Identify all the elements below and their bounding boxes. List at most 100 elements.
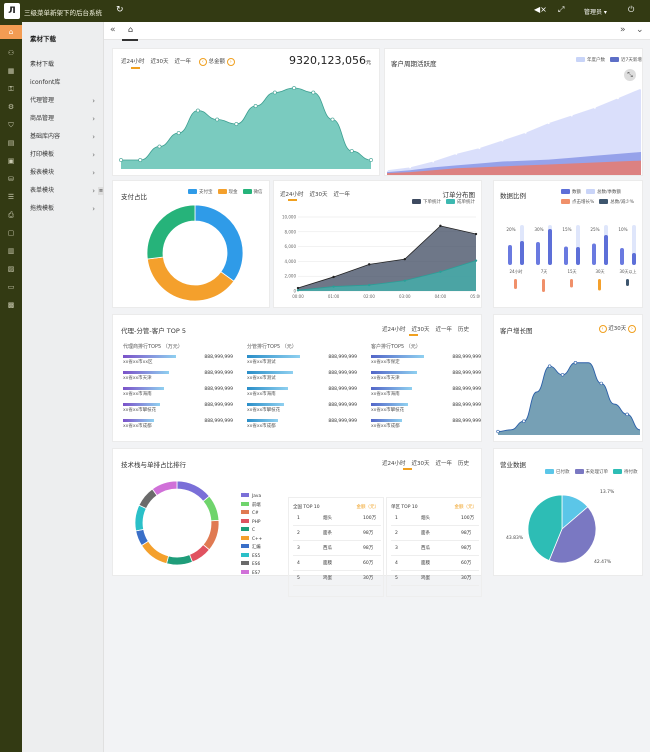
cycle-point	[570, 114, 573, 117]
mute-icon[interactable]: ◀×	[534, 5, 547, 14]
tabs-next-icon[interactable]: »	[620, 25, 626, 35]
ratio-bar	[548, 229, 552, 265]
rank-switches: 近24小时 近30天 近一年 历史	[382, 325, 475, 333]
cycle-point	[593, 106, 596, 109]
x-tick-label: 05:00	[470, 294, 480, 299]
home-tab-icon[interactable]: ⌂	[128, 25, 134, 34]
key-icon[interactable]: ⚿	[8, 85, 14, 93]
growth-point	[573, 361, 578, 365]
rank-item: xx省xx市海南 888,999,999	[123, 387, 233, 401]
growth-area	[498, 362, 640, 435]
grid-icon[interactable]: ▤	[7, 139, 15, 147]
rank-item: xx省xx市海南 888,999,999	[371, 387, 481, 401]
switch-1y[interactable]: 近一年	[333, 192, 351, 198]
rank-bar	[123, 403, 160, 406]
db-icon[interactable]: ⛁	[8, 175, 14, 183]
tech-legend-item: C#	[241, 510, 259, 516]
sidebar-item[interactable]: 基础库内容 ›	[22, 128, 103, 146]
sidebar-item-label: 基础库内容	[30, 133, 61, 140]
ratio-bar	[564, 246, 568, 265]
home-icon[interactable]: ⌂	[0, 25, 22, 39]
tech-legend-item: ES7	[241, 569, 260, 576]
sidebar-item[interactable]: 代理管理 ›	[22, 92, 103, 110]
ratio-bar	[508, 245, 512, 265]
table-cell: 1	[297, 516, 300, 521]
fund-point	[157, 144, 162, 149]
tag-icon[interactable]: ⛉	[8, 121, 14, 129]
next-icon[interactable]: ›	[628, 325, 636, 333]
sidebar-item[interactable]: 报表模块 ›	[22, 164, 103, 182]
ratio-category: 30天以上	[619, 268, 636, 274]
switch-24h[interactable]: 近24小时	[280, 192, 304, 198]
chart-icon[interactable]: ▦	[7, 67, 15, 75]
rank-item: xx省xx市保定 888,999,999	[371, 355, 481, 369]
switch-1y[interactable]: 近一年	[435, 461, 452, 467]
sidebar-item[interactable]: 素材下载	[22, 56, 103, 74]
box-icon[interactable]: ▣	[7, 157, 15, 165]
growth-chart	[496, 361, 641, 435]
ratio-growth-bar	[626, 279, 629, 286]
switch-30d[interactable]: 近30天	[150, 59, 169, 65]
refresh-icon[interactable]: ↻	[116, 5, 124, 15]
admin-menu[interactable]: 管理员 ▾	[584, 9, 607, 16]
expand-icon[interactable]: ⤡	[624, 69, 636, 81]
power-icon[interactable]: ⏻	[628, 5, 635, 14]
table-cell: 30万	[461, 576, 472, 581]
orders-title: 订单分布图	[442, 191, 476, 199]
org-icon[interactable]: ⚇	[7, 49, 15, 57]
switch-24h[interactable]: 近24小时	[381, 461, 406, 467]
fullscreen-icon[interactable]: ⤢	[558, 5, 565, 14]
switch-24h[interactable]: 近24小时	[381, 327, 406, 333]
next-icon[interactable]: ›	[226, 58, 235, 66]
chart2-icon[interactable]: ▨	[7, 265, 15, 273]
switch-history[interactable]: 历史	[457, 327, 469, 333]
fund-point	[138, 158, 143, 162]
switch-underline	[288, 199, 297, 201]
rank-item-label: xx省xx市攀枝花	[371, 408, 405, 413]
tabs-dropdown-icon[interactable]: ⌄	[636, 25, 644, 35]
rank-item-label: xx省xx市测试	[247, 360, 276, 365]
rank-item-label: xx省xx市海南	[247, 392, 276, 397]
table-cell: 面膜	[421, 561, 430, 566]
sidebar-collapse-handle[interactable]: ≡	[98, 187, 104, 195]
tech-legend-swatch	[241, 510, 249, 514]
doc-icon[interactable]: ▢	[7, 229, 15, 237]
fund-point	[234, 122, 239, 126]
image-icon[interactable]: ▩	[7, 301, 15, 309]
sidebar-item[interactable]: 商品管理 ›	[22, 110, 103, 128]
cycle-point	[640, 87, 641, 90]
sidebar-item[interactable]: iconfont库	[22, 74, 103, 92]
ratio-bar	[576, 247, 580, 265]
x-tick-label: 03:00	[399, 294, 411, 299]
switch-30d[interactable]: 近30天	[411, 327, 430, 333]
sidebar-item[interactable]: 打印模板 ›	[22, 146, 103, 164]
switch-24h[interactable]: 近24小时	[121, 59, 145, 65]
switch-30d[interactable]: 近30天	[309, 192, 328, 198]
prev-icon[interactable]: ‹	[598, 325, 607, 333]
prev-icon[interactable]: ‹	[198, 58, 207, 66]
cycle-chart	[387, 87, 641, 175]
gear-icon[interactable]: ⚙	[7, 103, 15, 111]
rank-item-value: 888,999,999	[328, 371, 357, 376]
tech-slice	[151, 480, 178, 497]
list-icon[interactable]: ☰	[7, 193, 15, 201]
switch-history[interactable]: 历史	[457, 461, 469, 467]
orders-series-line	[297, 260, 477, 291]
tech-legend-swatch	[241, 518, 249, 523]
sidebar-item[interactable]: 拖拽模板 ›	[22, 200, 103, 218]
tech-legend-item: Java	[241, 493, 261, 499]
calc-icon[interactable]: ▥	[7, 247, 15, 255]
growth-point	[560, 373, 565, 377]
sidebar-item[interactable]: 表单模块 ›	[22, 182, 103, 200]
table-cell: 2	[395, 531, 398, 536]
orders-point	[403, 279, 406, 282]
fund-point	[311, 90, 316, 95]
sidebar: 素材下载 素材下载 iconfont库 代理管理 › 商品管理 › 基础库内容 › 打印模板 › 报…	[22, 22, 104, 752]
tabs-prev-icon[interactable]: «	[110, 25, 116, 35]
switch-1y[interactable]: 近一年	[435, 327, 452, 333]
switch-30d[interactable]: 近30天	[411, 461, 430, 467]
screen-icon[interactable]: ▭	[7, 283, 15, 291]
print-icon[interactable]: ⎙	[8, 211, 14, 219]
switch-1y[interactable]: 近一年	[174, 59, 192, 65]
ratio-growth-bar	[542, 279, 545, 292]
